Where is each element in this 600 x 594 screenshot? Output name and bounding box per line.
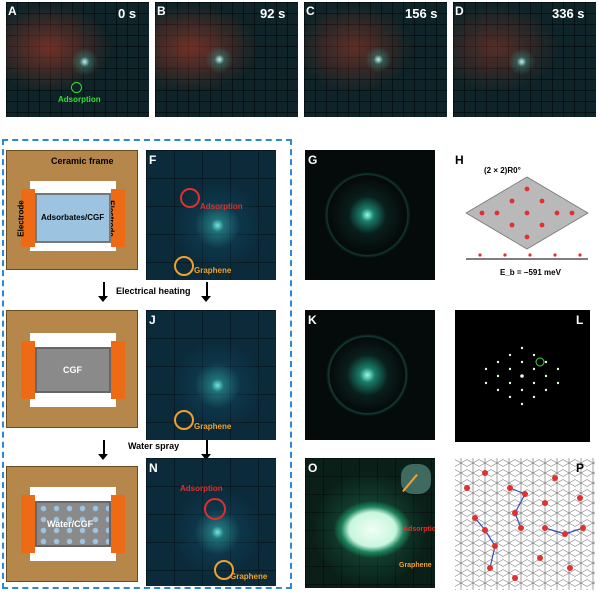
adsorption-marker [71,82,82,93]
adsorption-circle-f [180,188,200,208]
timestamp-d: 336 s [552,6,585,21]
arrow-head-3 [98,454,108,460]
panel-f-image: Adsorption Graphene [146,150,276,280]
panel-l-image [455,310,590,442]
electrode-left [21,189,35,247]
arrow-head-2 [201,296,211,302]
panel-a-image: Adsorption [6,2,149,117]
panel-k-image [305,310,435,440]
electrode-left-i [21,341,35,399]
electrode-left-label: Electrode [16,200,26,237]
graphene-label-f: Graphene [194,266,232,275]
adsorption-label-a: Adsorption [58,95,101,104]
panel-g-image [305,150,435,280]
label-d: D [455,4,464,18]
panel-p-image [455,458,595,590]
adsorption-label-n: Adsorption [180,484,223,493]
adsorption-circle-n [204,498,226,520]
label-g: G [308,153,318,167]
water-spray-label: Water spray [128,441,180,451]
label-f: F [149,153,157,167]
ceramic-frame-label: Ceramic frame [51,156,114,166]
timestamp-a: 0 s [118,6,137,21]
label-o: O [308,461,318,475]
lattice-diagram-h [465,176,589,260]
label-n: N [149,461,158,475]
arrow-head-1 [98,296,108,302]
water-cgf-sample [35,501,111,547]
panel-o-image: Adsorption Graphene [305,458,435,588]
electrode-right [111,189,125,247]
label-j: J [149,313,156,327]
graphene-label-o: Graphene [399,562,432,569]
graphene-circle-n [214,560,234,580]
panel-d-image [453,2,596,117]
panel-j-image: Graphene [146,310,276,440]
arrow-down-1 [103,282,105,298]
timestamp-c: 156 s [405,6,438,21]
panel-n-image: Adsorption Graphene [146,458,276,586]
electrical-heating-label: Electrical heating [116,286,191,296]
water-cgf-label: Water/CGF [47,519,94,529]
label-b: B [157,4,166,18]
label-c: C [306,4,315,18]
timestamp-b: 92 s [260,6,286,21]
panel-i-schematic: CGF [6,310,138,428]
label-a: A [8,4,17,18]
graphene-label-n: Graphene [230,572,268,581]
adsorbates-cgf-label: Adsorbates/CGF [41,213,105,222]
diffraction-pattern-l [484,346,560,406]
panel-b-image [155,2,298,117]
panel-m-schematic: Water/CGF [6,466,138,582]
graphene-circle-j [174,410,194,430]
adsorbates-cgf-sample [35,193,111,243]
label-l: L [576,313,584,327]
binding-energy-label: E_b = −591 meV [500,268,561,277]
arrow-down-3 [103,440,105,456]
arrow-down-4 [206,440,208,456]
dashed-highlight-box [2,139,292,589]
electrode-right-i [111,341,125,399]
electrode-left-m [21,495,35,553]
graphene-label-j: Graphene [194,422,232,431]
graphene-circle-f [174,256,194,276]
adsorbate-network-p [464,470,586,581]
electrode-right-m [111,495,125,553]
cgf-sample [35,347,111,393]
label-p: P [576,461,585,475]
adsorption-label-f: Adsorption [200,202,243,211]
panel-e-schematic: Ceramic frame Electrode Electrode Adsorb… [6,150,138,270]
panel-c-image [304,2,447,117]
superstructure-label: (2 × 2)R0° [484,166,521,175]
arrow-down-2 [206,282,208,298]
label-h: H [455,153,464,167]
adsorption-label-o: Adsorption [403,526,435,533]
arrow-head-4 [201,454,211,460]
label-k: K [308,313,317,327]
cgf-label: CGF [63,365,82,375]
